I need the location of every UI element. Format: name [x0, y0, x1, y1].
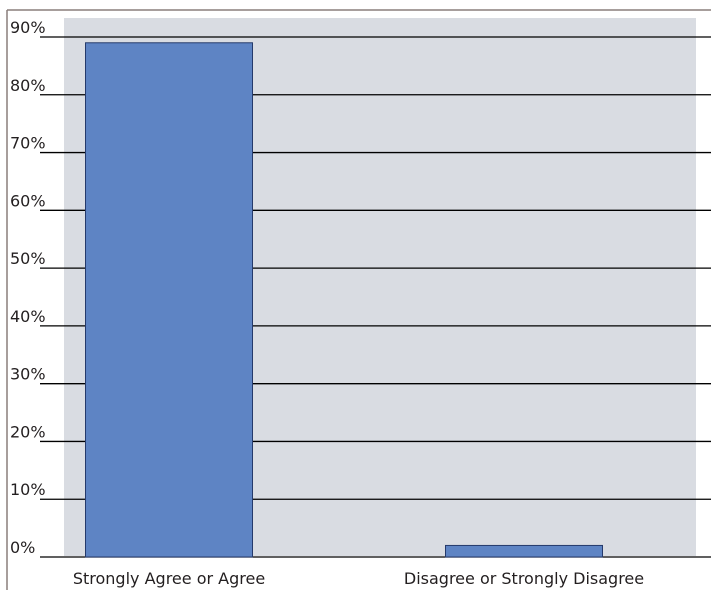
y-tick-label: 20% [10, 422, 46, 441]
bar [85, 42, 253, 558]
y-tick-label: 50% [10, 249, 46, 268]
bars [85, 42, 603, 558]
x-category-label: Strongly Agree or Agree [73, 569, 265, 588]
y-tick-label: 40% [10, 307, 46, 326]
y-tick-label: 70% [10, 134, 46, 153]
y-axis-tick-labels: 0% 10% 20% 30% 40% 50% 60% 70% 80% 90% [10, 18, 46, 557]
y-tick-label: 0% [10, 538, 35, 557]
bar [445, 544, 603, 558]
y-tick-label: 30% [10, 365, 46, 384]
x-axis-category-labels: Strongly Agree or Agree Disagree or Stron… [73, 569, 644, 588]
y-tick-label: 60% [10, 191, 46, 210]
y-tick-label: 10% [10, 480, 46, 499]
y-tick-label: 80% [10, 76, 46, 95]
y-tick-label: 90% [10, 18, 46, 37]
x-category-label: Disagree or Strongly Disagree [404, 569, 644, 588]
